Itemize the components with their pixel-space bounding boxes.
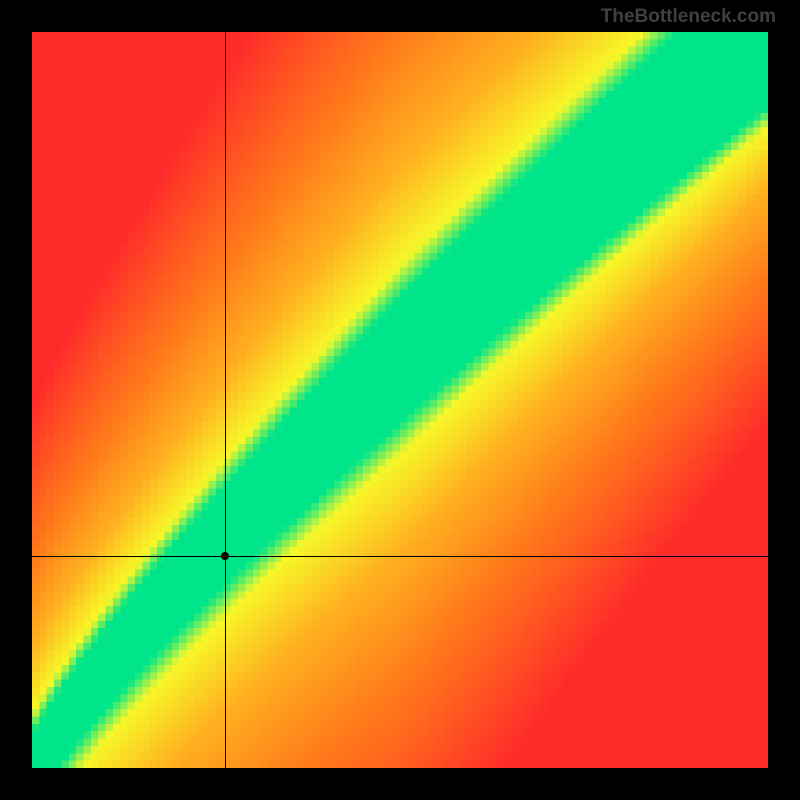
watermark-text: TheBottleneck.com — [601, 6, 776, 28]
crosshair-horizontal — [32, 556, 768, 557]
heatmap-plot — [32, 32, 768, 768]
crosshair-vertical — [225, 32, 226, 768]
heatmap-canvas — [32, 32, 768, 768]
crosshair-marker — [221, 552, 229, 560]
